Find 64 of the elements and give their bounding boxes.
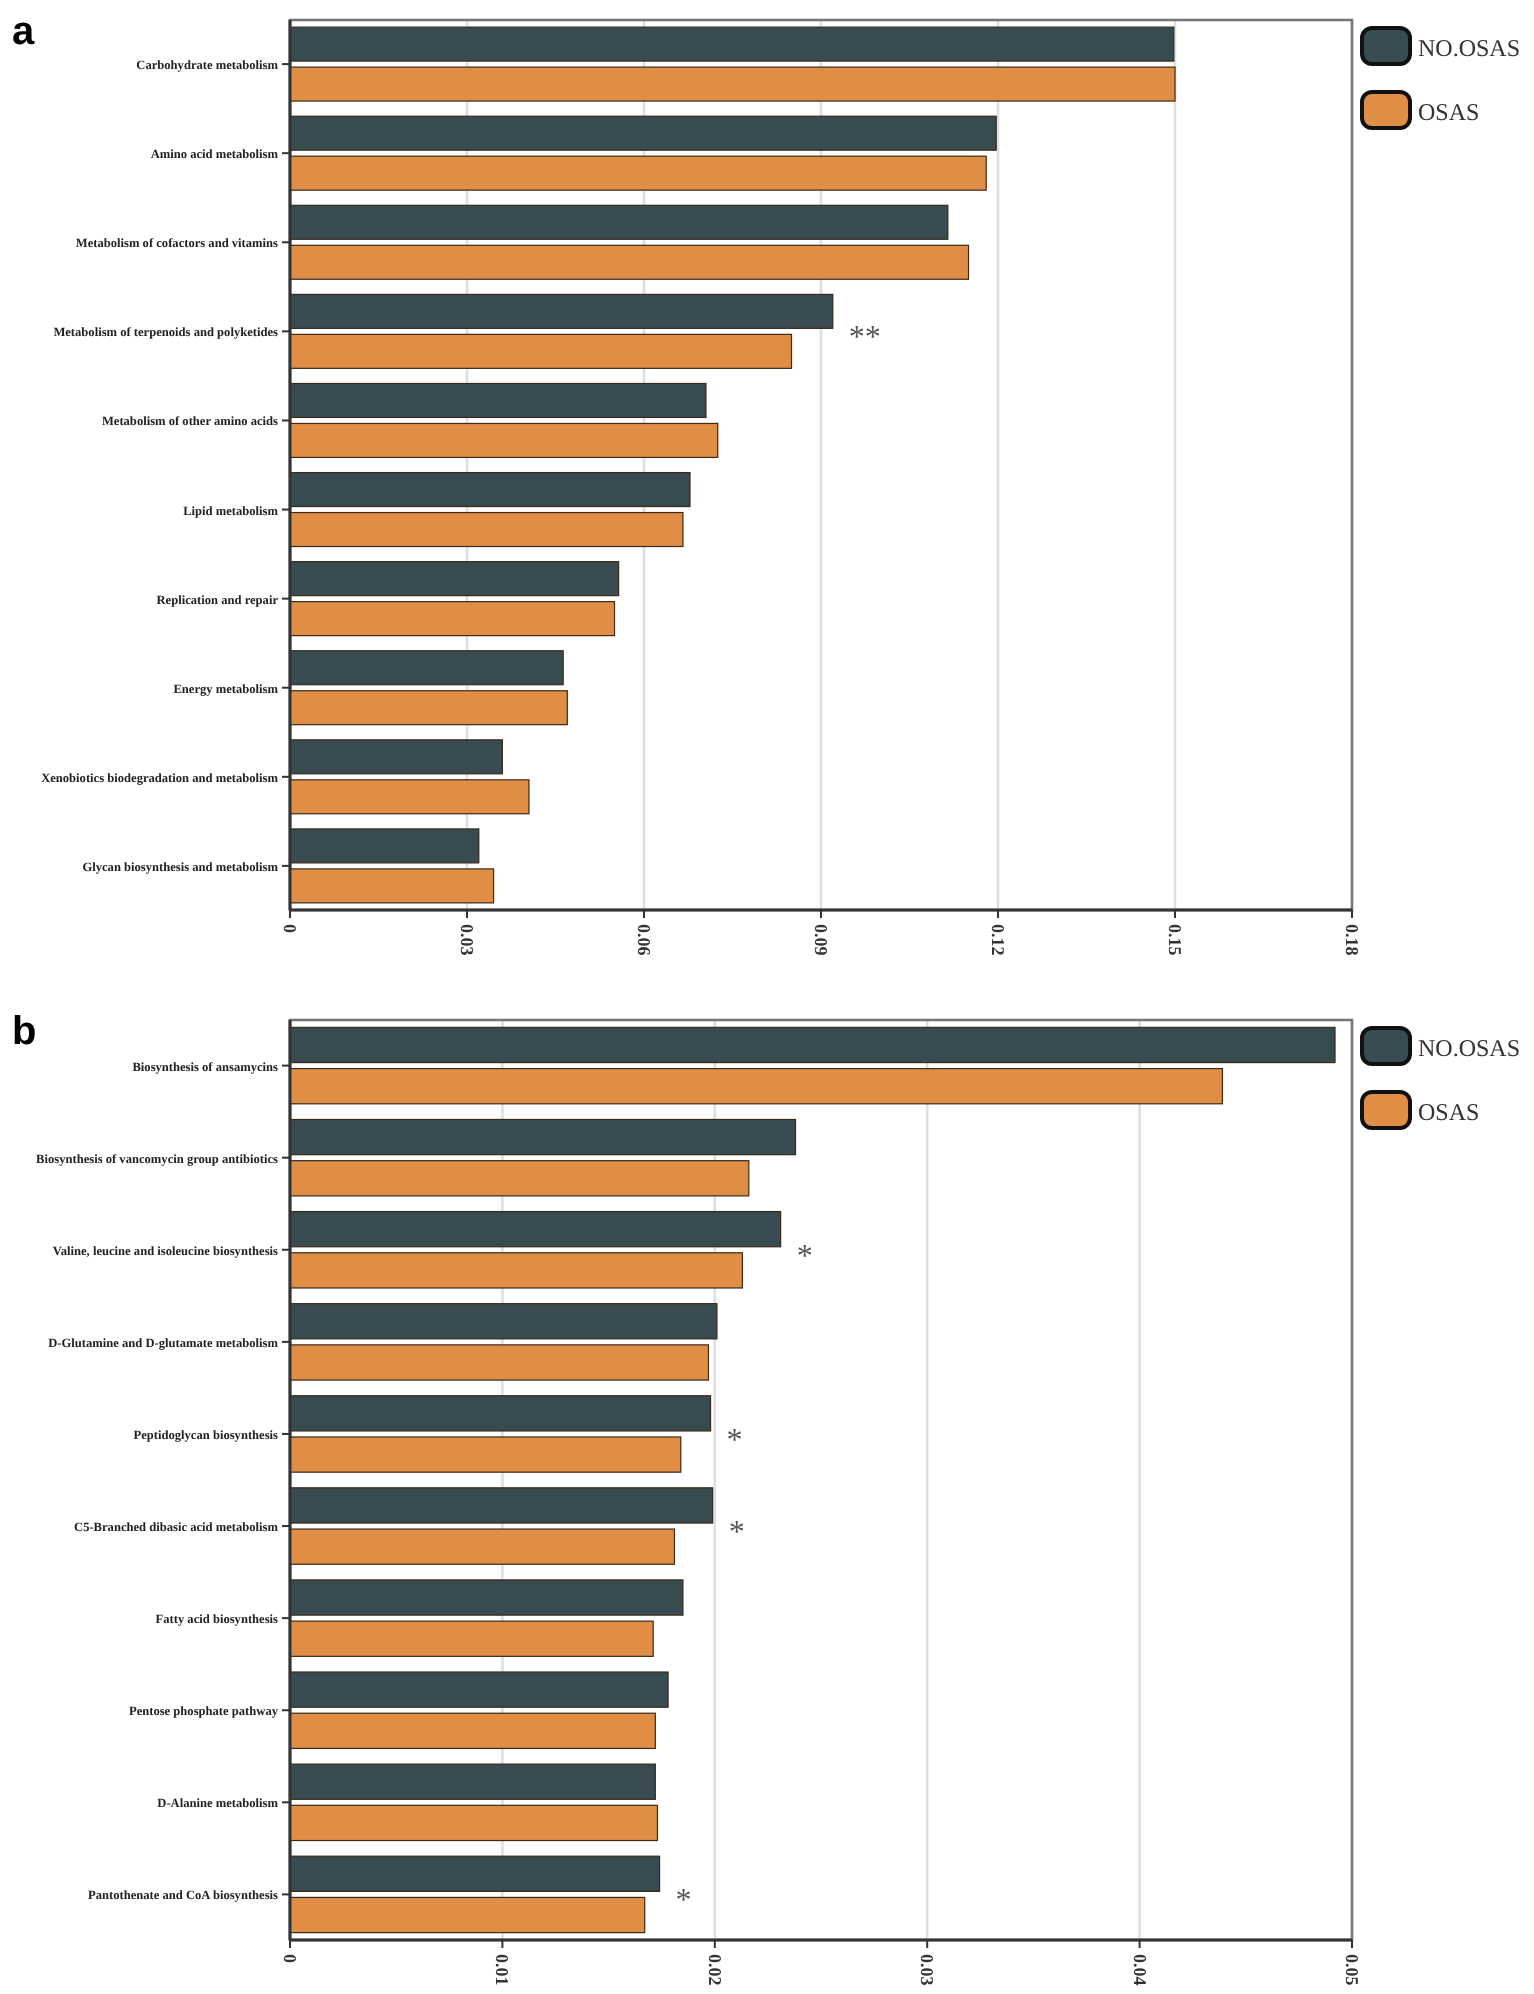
bar [289,1671,669,1708]
bar [289,333,793,369]
bar [289,601,616,637]
bar [289,115,997,151]
chart-title: b [12,1010,37,1054]
bar [289,1763,656,1800]
x-tick-label: 0.09 [811,924,831,957]
x-tick-label: 0.06 [634,924,654,957]
bar [289,1579,684,1616]
bar [289,382,707,419]
bar [289,1528,676,1565]
bar [289,1712,656,1750]
bar [289,1896,646,1934]
bar [289,1620,654,1657]
chart-title: a [12,10,36,54]
annotation: * [675,1884,692,1919]
legend-label: OSAS [1418,98,1480,126]
bar [289,155,987,191]
x-tick-label: 0.15 [1165,924,1185,957]
bar [289,868,495,904]
bar [289,828,480,864]
bar [289,1026,1336,1064]
x-tick-label: 0 [280,1954,300,1964]
bar [289,1252,744,1289]
bar [289,1160,750,1197]
annotation: * [796,1239,813,1274]
x-tick-label: 0.04 [1129,1954,1150,1987]
x-tick-label: 0.03 [457,924,477,957]
bar [289,1067,1224,1105]
bar [289,561,620,597]
bar [289,511,684,548]
bar [289,1487,714,1524]
legend-label: NO.OSAS [1418,1034,1521,1062]
legend-label: OSAS [1418,1098,1480,1126]
bar [289,690,568,726]
bar [289,422,719,459]
bar [289,293,834,329]
annotation: ** [848,321,881,356]
bar [289,1118,797,1156]
x-tick-label: 0.18 [1342,924,1362,957]
legend-label: NO.OSAS [1418,34,1521,62]
x-tick-label: 0 [280,924,300,934]
x-tick-label: 0.05 [1342,1954,1362,1987]
bar [289,1303,718,1340]
bar [289,779,530,815]
annotation: * [726,1423,743,1458]
bar [289,204,949,240]
annotation: * [728,1516,745,1551]
bar [289,1344,710,1381]
bar [289,66,1176,102]
x-tick-label: 0.01 [492,1954,513,1987]
bar [289,1855,661,1893]
bar [289,26,1175,62]
x-tick-label: 0.02 [704,1954,725,1987]
bar [289,1804,659,1842]
bar [289,1436,682,1473]
bar [289,244,970,280]
bar [289,471,691,508]
bar [289,650,564,686]
x-tick-label: 0.03 [917,1954,938,1987]
bar [289,739,503,775]
bar [289,1395,712,1432]
bar [289,1210,782,1248]
x-tick-label: 0.12 [988,924,1008,957]
